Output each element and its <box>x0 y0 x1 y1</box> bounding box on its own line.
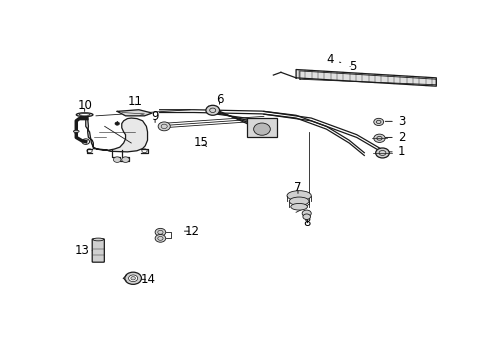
Circle shape <box>302 214 310 220</box>
FancyBboxPatch shape <box>92 239 104 262</box>
Circle shape <box>253 123 270 135</box>
Circle shape <box>373 118 383 126</box>
Polygon shape <box>85 118 147 152</box>
Text: 3: 3 <box>385 115 404 128</box>
Circle shape <box>113 157 121 162</box>
Text: 9: 9 <box>151 111 159 123</box>
Text: 12: 12 <box>184 225 199 238</box>
Text: 2: 2 <box>385 131 405 144</box>
Circle shape <box>375 148 388 158</box>
Circle shape <box>115 122 119 125</box>
Text: 6: 6 <box>215 93 223 106</box>
Text: 14: 14 <box>141 273 156 286</box>
Circle shape <box>373 134 385 143</box>
Polygon shape <box>117 110 152 116</box>
Ellipse shape <box>286 191 311 201</box>
Circle shape <box>124 272 141 284</box>
Text: 13: 13 <box>74 244 92 257</box>
Text: 8: 8 <box>303 216 310 229</box>
FancyBboxPatch shape <box>246 118 277 138</box>
Ellipse shape <box>289 197 308 205</box>
Ellipse shape <box>290 203 307 210</box>
Circle shape <box>158 122 170 131</box>
Text: 15: 15 <box>194 136 208 149</box>
Circle shape <box>122 157 129 162</box>
Circle shape <box>155 234 165 242</box>
Text: 11: 11 <box>128 95 142 108</box>
Ellipse shape <box>93 238 103 241</box>
Ellipse shape <box>79 114 90 116</box>
Circle shape <box>155 228 165 236</box>
Circle shape <box>128 275 138 282</box>
Circle shape <box>131 276 135 280</box>
Polygon shape <box>296 69 435 86</box>
Circle shape <box>302 210 311 217</box>
Text: 1: 1 <box>388 145 405 158</box>
Text: 5: 5 <box>348 60 356 73</box>
Text: 7: 7 <box>294 181 301 194</box>
Ellipse shape <box>73 130 79 132</box>
Ellipse shape <box>76 113 93 117</box>
Circle shape <box>205 105 219 115</box>
Text: 4: 4 <box>326 53 340 66</box>
Text: 10: 10 <box>77 99 92 112</box>
